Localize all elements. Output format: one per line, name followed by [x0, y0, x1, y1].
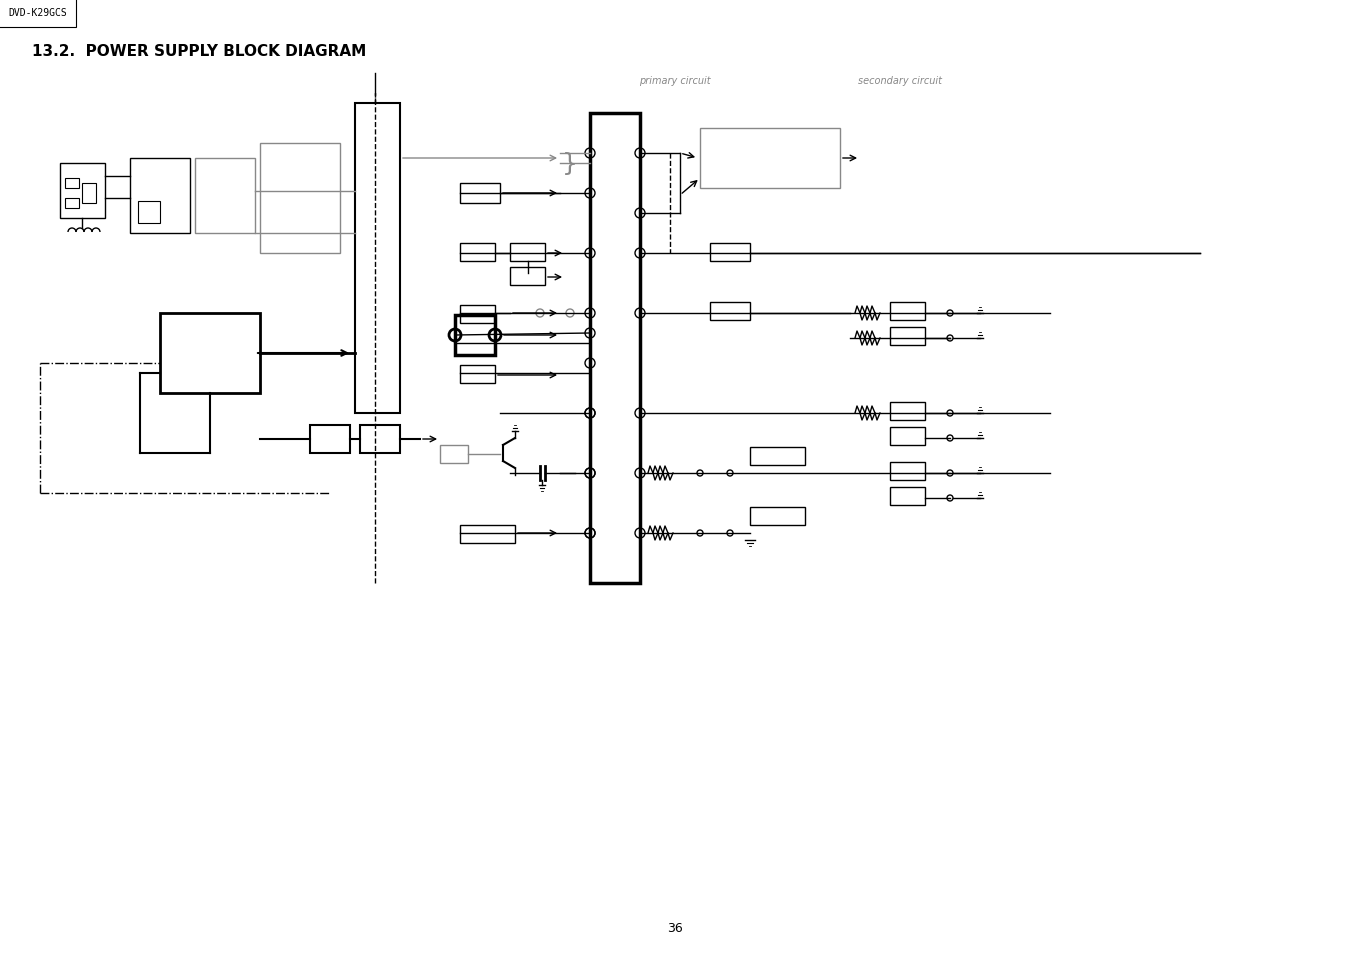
Bar [310, 426, 350, 454]
Text: }: } [562, 152, 578, 175]
Bar [59, 164, 105, 219]
Bar [82, 184, 96, 204]
Bar [65, 199, 80, 209]
Bar [460, 306, 495, 324]
Bar [460, 244, 495, 262]
Bar [890, 428, 925, 446]
Bar [261, 144, 340, 253]
Bar [460, 366, 495, 384]
Bar [460, 525, 514, 543]
Bar [890, 328, 925, 346]
Text: secondary circuit: secondary circuit [859, 76, 942, 86]
Text: 36: 36 [667, 921, 683, 934]
Bar [355, 104, 400, 414]
Bar [65, 179, 80, 189]
Bar [890, 303, 925, 320]
Bar [440, 446, 468, 463]
Bar [510, 244, 545, 262]
Bar [360, 426, 400, 454]
Text: DVD-K29GCS: DVD-K29GCS [8, 8, 66, 18]
Bar [751, 507, 805, 525]
Bar [161, 314, 261, 394]
Bar [194, 159, 255, 233]
Bar [701, 129, 840, 189]
Bar [890, 402, 925, 420]
Bar [590, 113, 640, 583]
Bar [460, 184, 500, 204]
Bar [510, 268, 545, 286]
Text: 13.2.  POWER SUPPLY BLOCK DIAGRAM: 13.2. POWER SUPPLY BLOCK DIAGRAM [32, 44, 366, 59]
Bar [130, 159, 190, 233]
Bar [890, 462, 925, 480]
Bar [710, 303, 751, 320]
Bar [455, 315, 495, 355]
Bar [710, 244, 751, 262]
Text: primary circuit: primary circuit [639, 76, 711, 86]
Bar [751, 448, 805, 465]
Bar [890, 488, 925, 505]
Bar [138, 202, 161, 224]
